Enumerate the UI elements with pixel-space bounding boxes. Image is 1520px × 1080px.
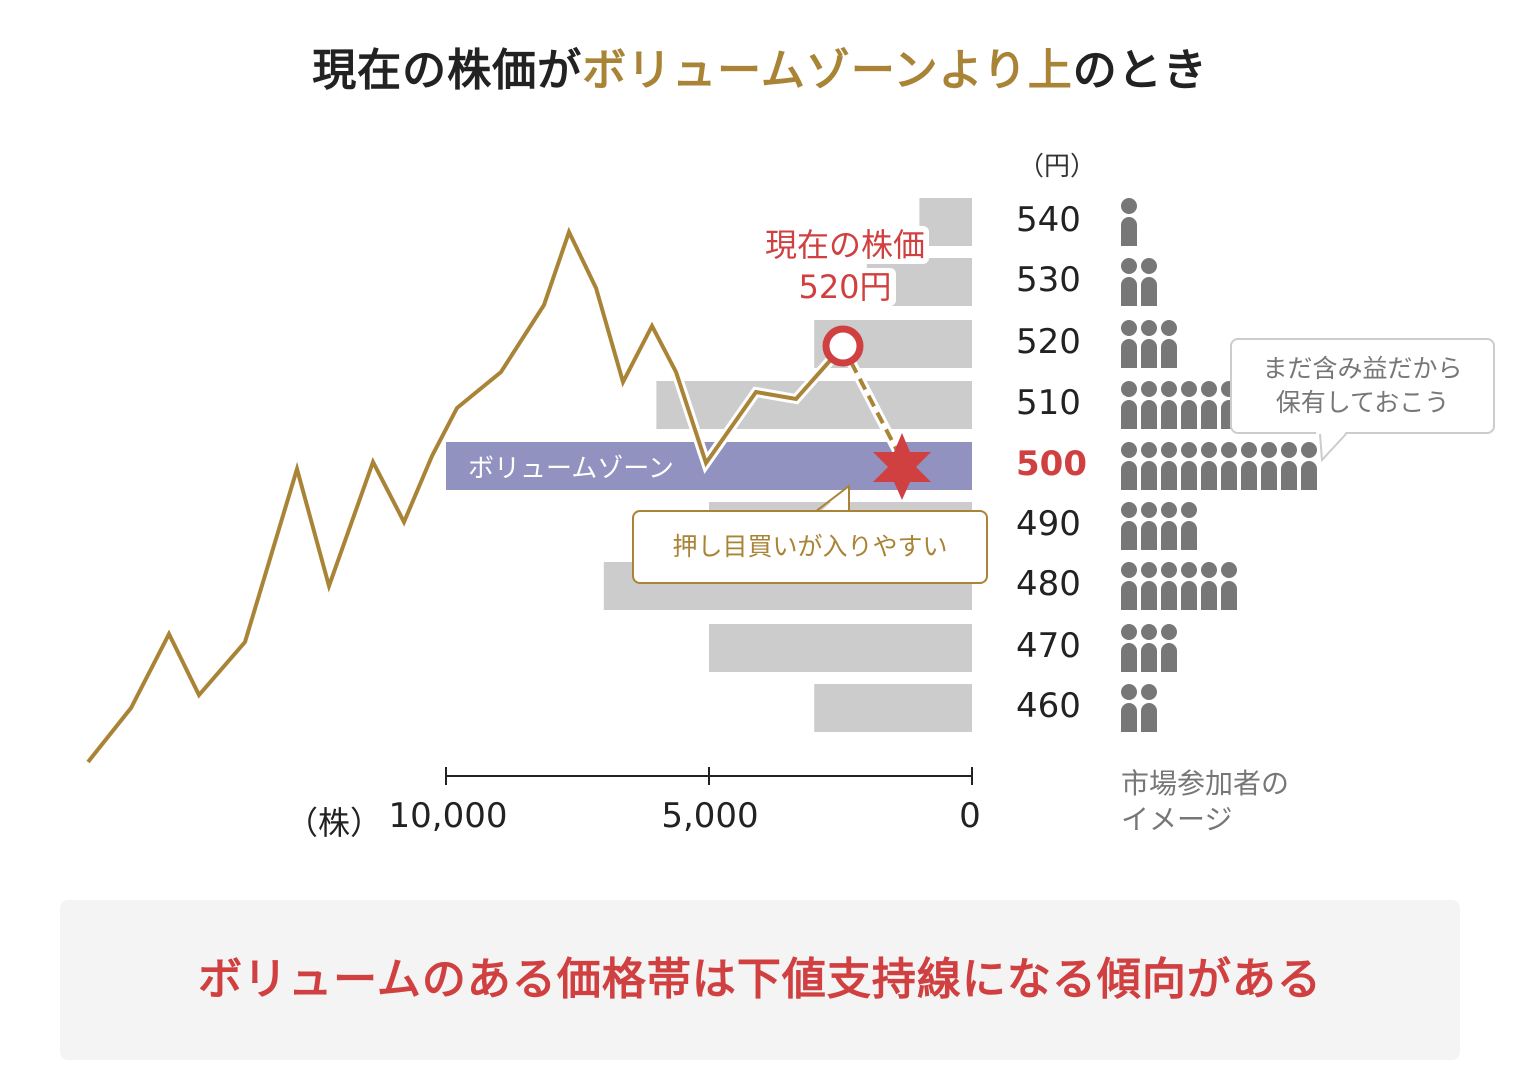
participants-row-470	[1121, 624, 1177, 672]
volume-axis-unit: （株）	[286, 804, 383, 842]
person-icon	[1141, 381, 1157, 429]
person-icon	[1121, 684, 1137, 732]
title-text-3: のとき	[1072, 45, 1208, 96]
person-icon	[1201, 442, 1217, 490]
participants-row-540	[1121, 198, 1137, 246]
person-icon	[1281, 442, 1297, 490]
person-icon	[1181, 381, 1197, 429]
person-icon	[1141, 442, 1157, 490]
person-icon	[1301, 442, 1317, 490]
participants-row-490	[1121, 502, 1197, 550]
participants-caption: 市場参加者の イメージ	[1121, 766, 1341, 838]
callout-hold-line1: まだ含み益だから	[1262, 354, 1463, 383]
participants-row-530	[1121, 258, 1157, 306]
person-icon	[1121, 442, 1137, 490]
person-icon	[1141, 562, 1157, 610]
volume-axis	[445, 767, 973, 785]
price-label-490: 490	[1016, 504, 1081, 544]
volume-tick-0: 0	[959, 796, 981, 836]
person-icon	[1121, 381, 1137, 429]
person-icon	[1141, 320, 1157, 368]
price-label-520: 520	[1016, 322, 1081, 362]
participants-row-520	[1121, 320, 1177, 368]
person-icon	[1221, 562, 1237, 610]
person-icon	[1161, 381, 1177, 429]
person-icon	[1181, 442, 1197, 490]
person-icon	[1181, 502, 1197, 550]
price-axis-unit: （円）	[1018, 152, 1097, 182]
person-icon	[1261, 442, 1277, 490]
person-icon	[1221, 442, 1237, 490]
current-price-label: 現在の株価 520円	[720, 224, 970, 308]
person-icon	[1161, 562, 1177, 610]
person-icon	[1161, 320, 1177, 368]
person-icon	[1141, 624, 1157, 672]
support-star-icon	[873, 433, 931, 500]
volume-bar-470	[709, 624, 972, 672]
price-label-470: 470	[1016, 626, 1081, 666]
person-icon	[1121, 258, 1137, 306]
person-icon	[1121, 562, 1137, 610]
person-icon	[1141, 502, 1157, 550]
projection-halo	[846, 357, 908, 467]
current-price-marker	[822, 325, 864, 367]
person-icon	[1241, 442, 1257, 490]
title-text-1: 現在の株価が	[312, 45, 583, 96]
volume-bar-510	[656, 381, 972, 429]
person-icon	[1121, 502, 1137, 550]
person-icon	[1141, 258, 1157, 306]
conclusion-panel: ボリュームのある価格帯は下値支持線になる傾向がある	[60, 900, 1460, 1060]
callout-hold-line2: 保有しておこう	[1275, 388, 1450, 417]
price-label-460: 460	[1016, 686, 1081, 726]
callout-hold-tail	[1316, 432, 1347, 463]
person-icon	[1121, 198, 1137, 246]
participants-row-480	[1121, 562, 1237, 610]
callout-buy-tail	[814, 483, 850, 513]
person-icon	[1181, 562, 1197, 610]
person-icon	[1161, 502, 1177, 550]
callout-buy: 押し目買いが入りやすい	[632, 510, 988, 584]
participants-row-460	[1121, 684, 1157, 732]
current-price-value: 520円	[794, 268, 896, 306]
price-label-530: 530	[1016, 260, 1081, 300]
price-label-480: 480	[1016, 564, 1081, 604]
person-icon	[1201, 562, 1217, 610]
price-line	[86, 226, 845, 764]
participants-row-500	[1121, 442, 1317, 490]
participants-caption-line2: イメージ	[1121, 803, 1233, 836]
title-text-accent: ボリュームゾーンより上	[582, 45, 1073, 96]
person-icon	[1161, 624, 1177, 672]
page-title: 現在の株価がボリュームゾーンより上のとき	[0, 34, 1520, 98]
person-icon	[1161, 442, 1177, 490]
price-label-540: 540	[1016, 200, 1081, 240]
person-icon	[1121, 624, 1137, 672]
person-icon	[1121, 320, 1137, 368]
callout-hold: まだ含み益だから 保有しておこう	[1230, 338, 1495, 434]
volume-bar-460	[814, 684, 972, 732]
person-icon	[1201, 381, 1217, 429]
price-label-500: 500	[1016, 444, 1087, 484]
volume-tick-5000: 5,000	[661, 796, 759, 836]
volume-tick-10000: 10,000	[388, 796, 508, 836]
person-icon	[1141, 684, 1157, 732]
current-price-caption: 現在の株価	[760, 226, 929, 264]
participants-caption-line1: 市場参加者の	[1121, 767, 1290, 800]
price-label-510: 510	[1016, 383, 1081, 423]
volume-zone-label: ボリュームゾーン	[468, 454, 674, 484]
